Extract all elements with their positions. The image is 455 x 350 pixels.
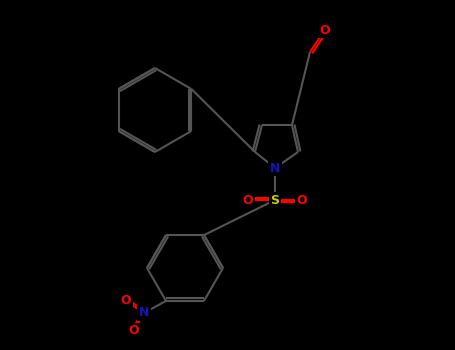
Text: O: O (129, 324, 139, 337)
Text: O: O (121, 294, 131, 307)
Text: O: O (243, 194, 253, 206)
Text: S: S (271, 194, 279, 206)
Text: O: O (297, 194, 307, 206)
Text: O: O (320, 23, 330, 36)
Text: N: N (270, 161, 280, 175)
Text: N: N (139, 306, 149, 320)
